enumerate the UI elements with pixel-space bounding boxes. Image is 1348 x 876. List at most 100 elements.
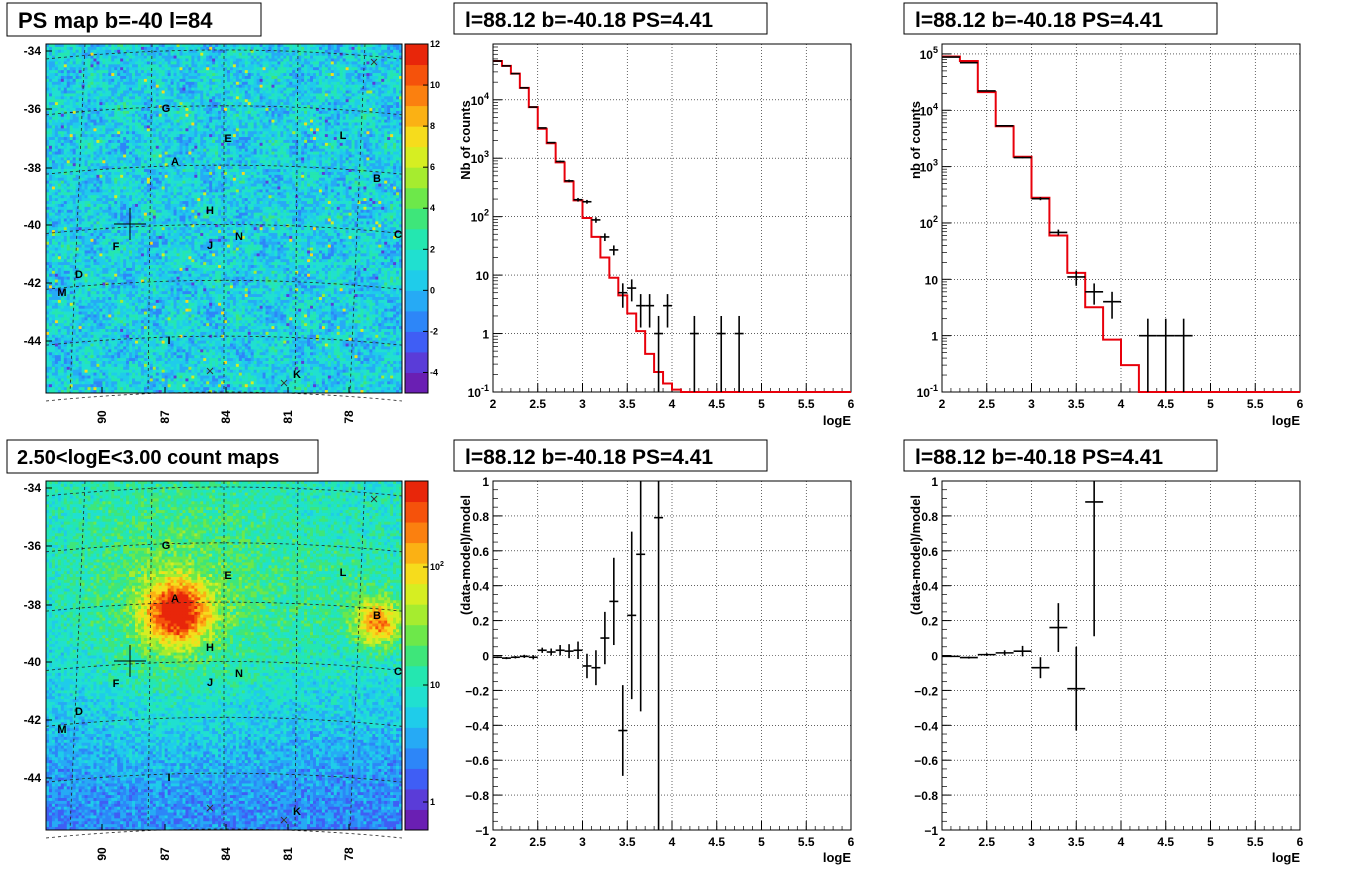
map-cell (260, 44, 263, 47)
map-cell (132, 64, 135, 67)
map-cell (286, 76, 289, 79)
map-cell (363, 76, 366, 79)
map-cell (349, 56, 352, 59)
map-cell (218, 67, 221, 70)
map-cell (248, 61, 251, 64)
map-cell (283, 59, 286, 62)
map-cell (135, 44, 138, 47)
map-cell (366, 73, 369, 76)
map-cell (355, 44, 358, 47)
map-cell (301, 59, 304, 62)
map-cell (194, 56, 197, 59)
map-cell (369, 64, 372, 67)
map-cell (197, 64, 200, 67)
map-cell (221, 50, 224, 53)
map-cell (266, 59, 269, 62)
map-cell (203, 47, 206, 50)
map-cell (76, 67, 79, 70)
map-cell (76, 56, 79, 59)
map-cell (227, 76, 230, 79)
map-cell (52, 76, 55, 79)
map-cell (180, 73, 183, 76)
map-cell (147, 53, 150, 56)
map-cell (360, 61, 363, 64)
map-cell (269, 44, 272, 47)
map-cell (114, 47, 117, 50)
map-cell (209, 76, 212, 79)
map-cell (141, 70, 144, 73)
map-cell (191, 44, 194, 47)
map-cell (141, 64, 144, 67)
map-cell (147, 59, 150, 62)
map-cell (251, 67, 254, 70)
map-cell (123, 61, 126, 64)
map-cell (331, 56, 334, 59)
map-cell (242, 59, 245, 62)
map-cell (49, 70, 52, 73)
map-cell (159, 67, 162, 70)
map-cell (221, 59, 224, 62)
map-cell (363, 73, 366, 76)
map-cell (263, 47, 266, 50)
map-cell (289, 53, 292, 56)
map-cell (85, 59, 88, 62)
map-cell (153, 47, 156, 50)
map-cell (349, 76, 352, 79)
map-cell (215, 53, 218, 56)
map-cell (79, 61, 82, 64)
map-cell (325, 59, 328, 62)
map-cell (387, 64, 390, 67)
map-cell (363, 50, 366, 53)
map-cell (174, 73, 177, 76)
map-cell (251, 56, 254, 59)
map-cell (298, 67, 301, 70)
map-cell (242, 70, 245, 73)
map-cell (399, 64, 402, 67)
map-cell (319, 64, 322, 67)
map-cell (260, 76, 263, 79)
map-cell (399, 56, 402, 59)
map-cell (67, 76, 70, 79)
map-cell (132, 56, 135, 59)
map-cell (390, 47, 393, 50)
map-cell (334, 73, 337, 76)
map-cell (369, 76, 372, 79)
map-cell (363, 64, 366, 67)
map-cell (242, 67, 245, 70)
map-cell (381, 76, 384, 79)
map-cell (316, 53, 319, 56)
map-cell (147, 61, 150, 64)
map-cell (82, 76, 85, 79)
map-cell (384, 50, 387, 53)
map-cell (227, 59, 230, 62)
map-cell (236, 56, 239, 59)
map-cell (334, 56, 337, 59)
map-cell (274, 67, 277, 70)
map-cell (188, 61, 191, 64)
map-cell (363, 53, 366, 56)
map-cell (52, 67, 55, 70)
map-cell (251, 61, 254, 64)
map-cell (319, 61, 322, 64)
map-cell (283, 64, 286, 67)
map-cell (188, 53, 191, 56)
map-cell (263, 44, 266, 47)
map-cell (194, 50, 197, 53)
map-cell (352, 50, 355, 53)
map-cell (360, 50, 363, 53)
map-cell (165, 64, 168, 67)
map-cell (76, 70, 79, 73)
map-cell (334, 70, 337, 73)
map-cell (340, 61, 343, 64)
map-cell (108, 44, 111, 47)
map-cell (206, 73, 209, 76)
map-cell (375, 59, 378, 62)
map-cell (96, 79, 99, 82)
map-cell (316, 44, 319, 47)
map-cell (280, 44, 283, 47)
map-cell (188, 76, 191, 79)
map-cell (156, 56, 159, 59)
map-cell (378, 67, 381, 70)
map-cell (58, 73, 61, 76)
map-cell (260, 53, 263, 56)
